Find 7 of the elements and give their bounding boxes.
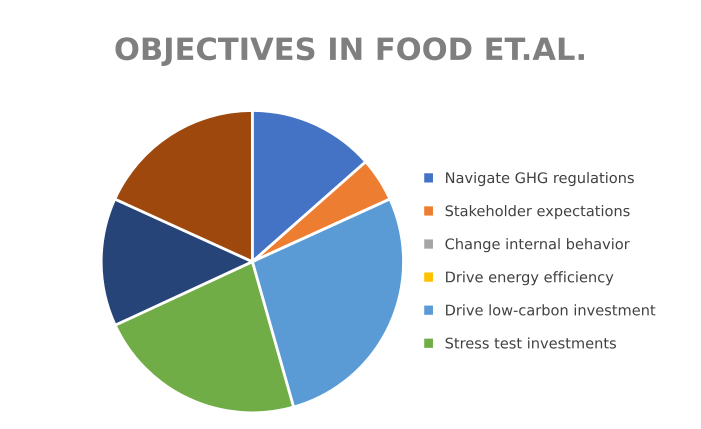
legend-label: Change internal behavior (445, 238, 630, 252)
chart-title: OBJECTIVES IN FOOD ET.AL. (115, 37, 584, 66)
legend-label: Drive low-carbon investment (446, 304, 656, 316)
legend-label: Stakeholder expectations (446, 205, 630, 220)
legend-label: Drive energy efficiency (446, 271, 614, 286)
legend-label: Stress test investments (446, 337, 616, 349)
legend-label: Navigate GHG regulations (446, 172, 634, 186)
